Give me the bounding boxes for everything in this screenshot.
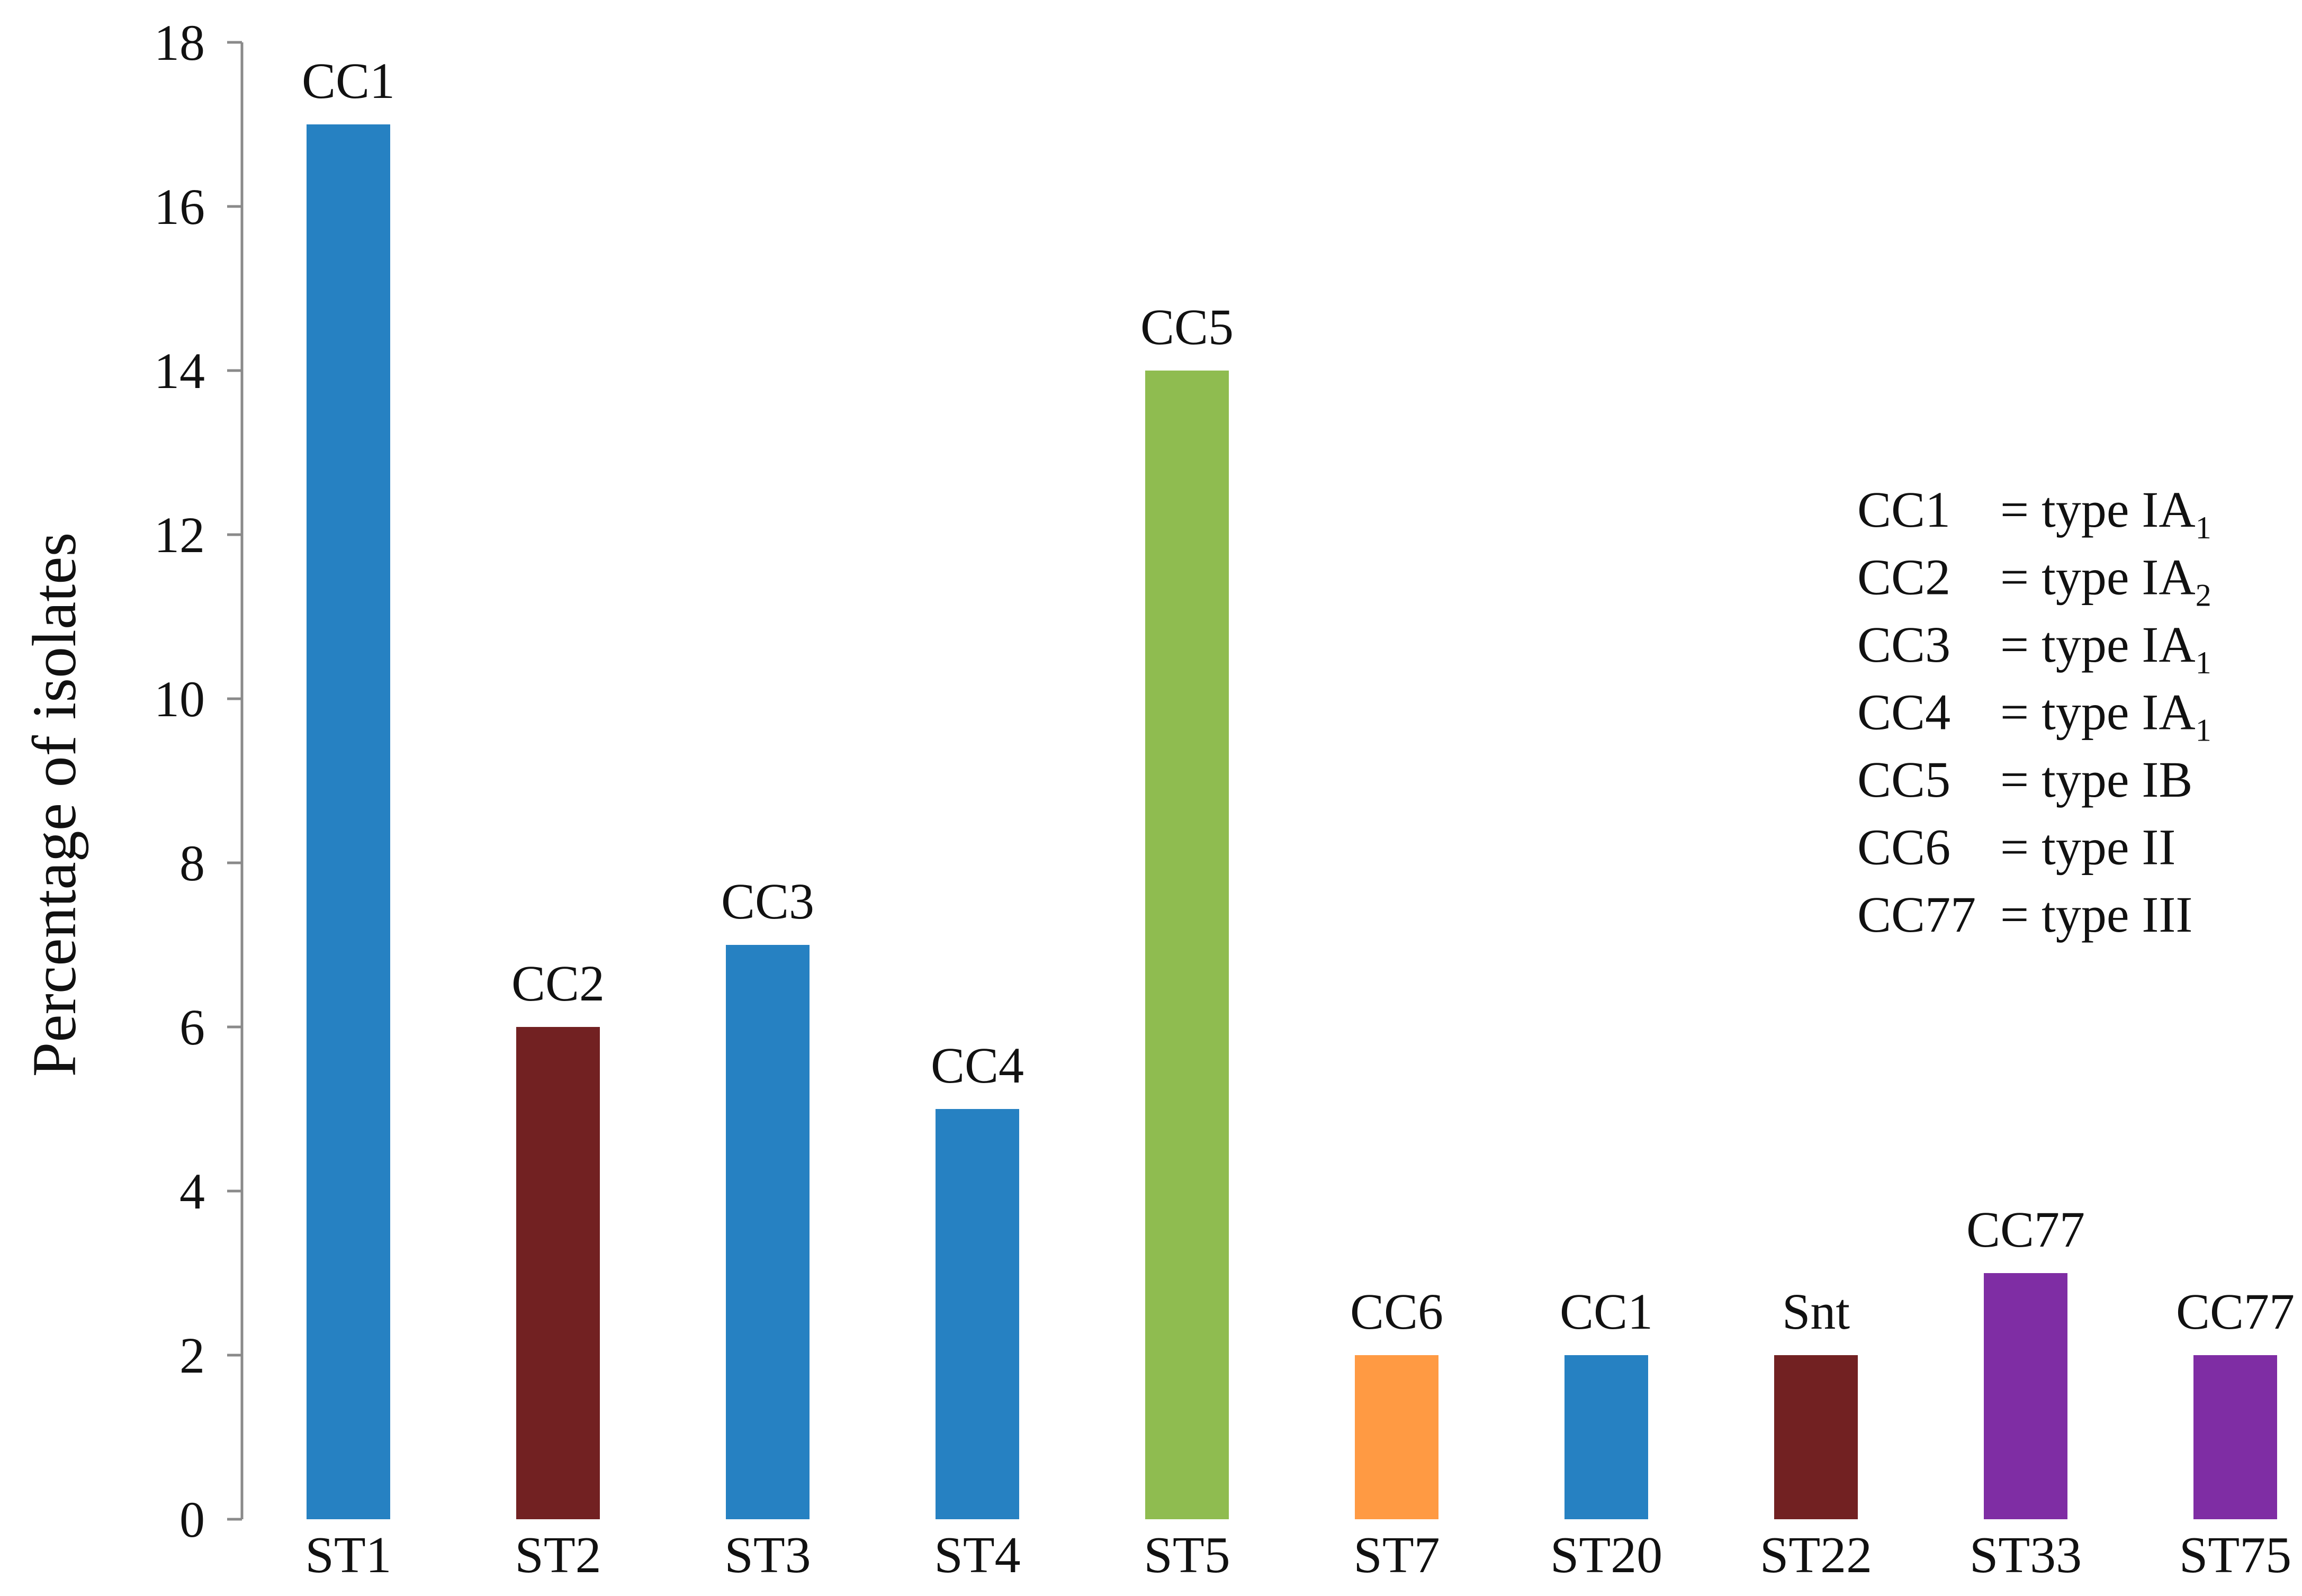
y-tick-label: 8: [179, 835, 205, 891]
y-tick-label: 12: [154, 507, 205, 563]
legend-key: CC77: [1857, 886, 1976, 943]
bar: [1564, 1355, 1648, 1519]
bars: [307, 124, 2277, 1519]
bar-data-label: CC6: [1350, 1283, 1443, 1340]
y-tick-label: 6: [179, 999, 205, 1056]
legend-key: CC4: [1857, 684, 1950, 741]
legend-subscript: 1: [2196, 713, 2211, 748]
bar: [936, 1109, 1019, 1519]
legend-key: CC3: [1857, 616, 1950, 673]
legend-value: = type II: [2000, 819, 2175, 876]
bar-data-label: CC4: [931, 1037, 1024, 1094]
bar-data-label: Snt: [1782, 1283, 1850, 1340]
x-tick-label: ST22: [1760, 1527, 1872, 1584]
legend-key: CC6: [1857, 819, 1950, 876]
y-tick-label: 2: [179, 1327, 205, 1384]
x-tick-label: ST2: [515, 1527, 601, 1584]
legend-value: = type IA1: [2000, 616, 2211, 680]
legend-key: CC1: [1857, 481, 1950, 538]
legend-subscript: 2: [2196, 578, 2211, 613]
bar-data-label: CC3: [721, 873, 814, 930]
legend-value: = type IA1: [2000, 684, 2211, 748]
x-tick-label: ST1: [305, 1527, 391, 1584]
bar: [1774, 1355, 1858, 1519]
legend-subscript: 1: [2196, 645, 2211, 680]
x-tick-label: ST3: [724, 1527, 811, 1584]
x-tick-label: ST75: [2179, 1527, 2291, 1584]
x-tick-label: ST20: [1550, 1527, 1662, 1584]
bar-data-label: CC5: [1140, 299, 1234, 355]
y-tick-label: 16: [154, 178, 205, 235]
bar-data-label: CC2: [511, 955, 605, 1012]
legend-key: CC5: [1857, 751, 1950, 808]
axes: 0 2 4 6 8 10 12 14 16 18: [154, 14, 244, 1548]
bar-data-label: CC77: [2176, 1283, 2295, 1340]
legend: CC1 = type IA1 CC2 = type IA2 CC3 = type IA1 C…: [1857, 481, 2211, 943]
y-tick-label: 4: [179, 1163, 205, 1220]
bar: [726, 945, 810, 1519]
legend-value: = type IA2: [2000, 549, 2211, 613]
x-tick-label: ST4: [934, 1527, 1020, 1584]
legend-value: = type III: [2000, 886, 2192, 943]
bar: [307, 124, 390, 1519]
x-tick-label: ST33: [1970, 1527, 2082, 1584]
bar: [1355, 1355, 1438, 1519]
y-tick-label: 0: [179, 1491, 205, 1548]
legend-value: = type IB: [2000, 751, 2192, 808]
y-tick-label: 10: [154, 671, 205, 727]
bar: [1984, 1273, 2067, 1519]
bar: [516, 1027, 600, 1519]
bar-data-label: CC1: [302, 52, 395, 109]
x-tick-label: ST7: [1353, 1527, 1440, 1584]
legend-subscript: 1: [2196, 510, 2211, 545]
y-tick-label: 18: [154, 14, 205, 71]
bar: [1145, 371, 1229, 1519]
legend-value: = type IA1: [2000, 481, 2211, 545]
bar-data-label: CC77: [1966, 1201, 2085, 1258]
y-axis-title: Percentage of isolates: [20, 533, 89, 1077]
bar-data-label: CC1: [1560, 1283, 1653, 1340]
x-tick-label: ST5: [1144, 1527, 1230, 1584]
y-tick-label: 14: [154, 342, 205, 399]
bar: [2193, 1355, 2277, 1519]
legend-key: CC2: [1857, 549, 1950, 606]
labels: CC1 ST1 CC2 ST2 CC3 ST3 CC4 ST4 CC5 ST5 CC6 ST7 CC1 S…: [302, 52, 2295, 1584]
